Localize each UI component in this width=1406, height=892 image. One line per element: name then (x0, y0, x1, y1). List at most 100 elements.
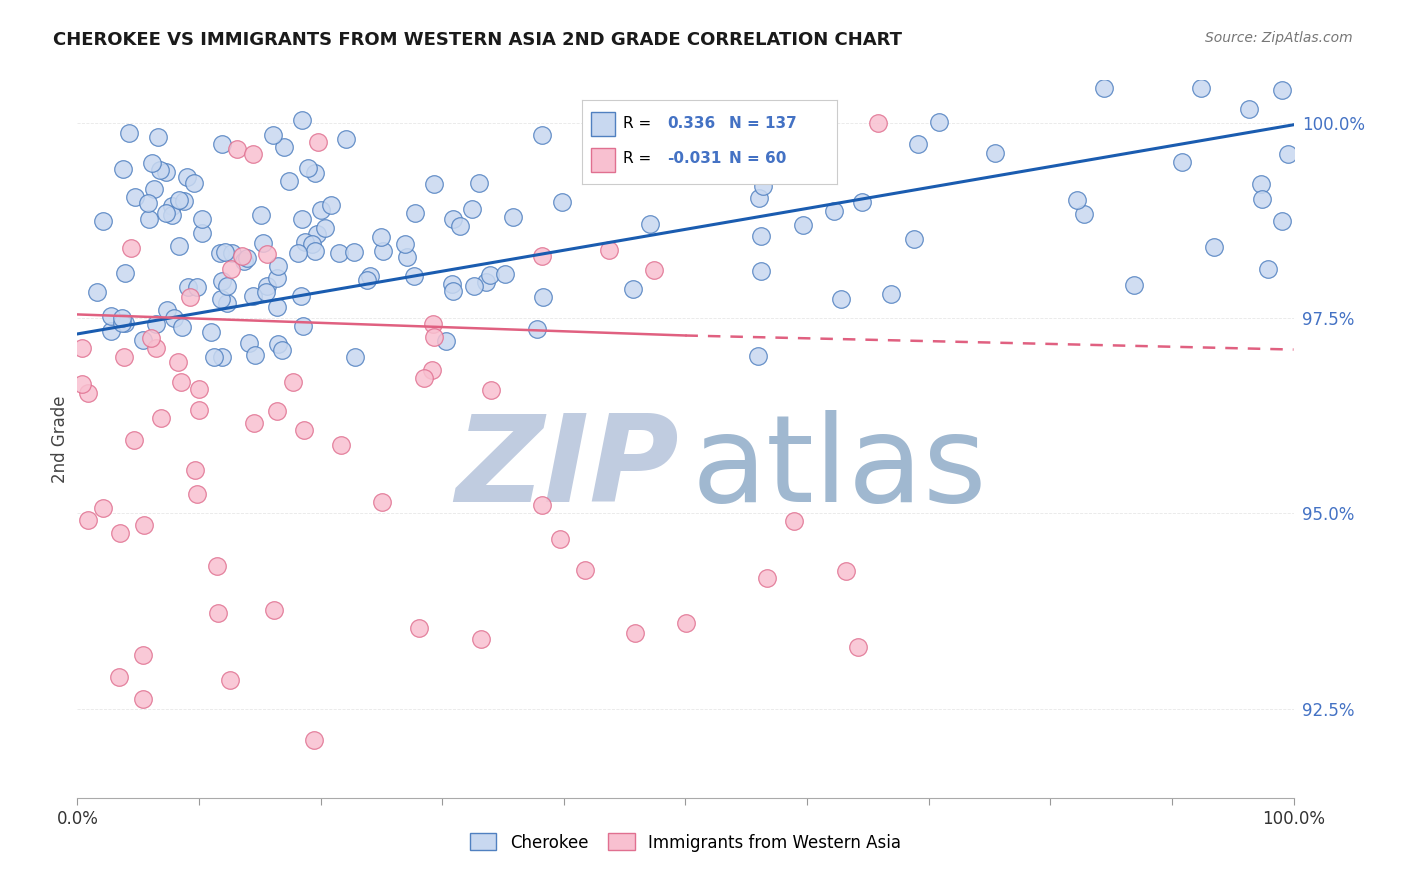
Point (124, 434, 146, 448)
Point (404, 205, 426, 219)
Point (749, 263, 772, 277)
Point (146, 130, 169, 145)
Point (308, 135, 330, 149)
Point (292, 423, 315, 437)
Point (440, 277, 463, 291)
Point (420, 363, 443, 377)
Point (373, 244, 395, 258)
Point (132, 692, 155, 706)
Point (356, 273, 378, 287)
Point (145, 318, 167, 332)
Point (183, 176, 205, 190)
Point (530, 498, 553, 512)
Point (675, 616, 697, 631)
Point (211, 351, 233, 365)
Point (526, 321, 548, 335)
Point (574, 563, 596, 577)
Point (868, 116, 890, 130)
Point (141, 155, 163, 169)
Point (903, 232, 925, 246)
Point (907, 137, 929, 152)
Point (114, 266, 136, 280)
Point (205, 558, 228, 573)
Point (100, 310, 122, 324)
Point (211, 274, 233, 288)
Point (252, 235, 274, 250)
Point (191, 226, 214, 240)
Point (107, 670, 129, 684)
Point (1073, 207, 1095, 221)
Point (211, 136, 233, 151)
Point (371, 495, 394, 509)
Point (100, 324, 122, 338)
Point (441, 212, 464, 227)
Point (149, 411, 172, 425)
Point (747, 349, 769, 363)
Point (319, 198, 342, 212)
Point (217, 296, 239, 310)
Point (256, 279, 278, 293)
Point (328, 246, 350, 260)
Point (297, 161, 319, 175)
Point (756, 571, 779, 585)
Point (132, 517, 155, 532)
Point (851, 194, 873, 209)
Point (243, 348, 266, 362)
Point (1123, 278, 1146, 293)
Point (186, 487, 208, 501)
Point (494, 268, 516, 282)
Point (273, 140, 295, 154)
Point (294, 235, 316, 249)
Point (984, 146, 1007, 161)
Point (792, 218, 814, 232)
Point (461, 202, 484, 217)
Point (330, 438, 353, 452)
Point (202, 351, 225, 365)
Point (263, 128, 285, 143)
Point (110, 525, 132, 540)
Point (479, 268, 502, 282)
Point (598, 243, 620, 257)
Point (463, 278, 485, 293)
Point (221, 246, 243, 260)
Legend: Cherokee, Immigrants from Western Asia: Cherokee, Immigrants from Western Asia (463, 827, 908, 858)
Point (830, 292, 852, 306)
Point (314, 221, 336, 235)
Point (550, 532, 572, 546)
Point (138, 212, 160, 227)
Point (343, 245, 366, 260)
Point (1202, 240, 1225, 254)
Point (256, 247, 278, 261)
Point (550, 195, 572, 210)
Point (121, 241, 143, 255)
Point (267, 337, 290, 351)
Point (301, 237, 323, 252)
Point (266, 403, 288, 417)
Point (291, 113, 314, 128)
Point (928, 114, 950, 128)
Point (111, 316, 134, 330)
Point (233, 254, 256, 268)
Point (209, 292, 232, 306)
Point (1170, 154, 1192, 169)
Point (219, 262, 242, 277)
Point (1251, 193, 1274, 207)
Point (470, 632, 492, 646)
Point (290, 289, 312, 303)
Point (231, 249, 253, 263)
Point (624, 626, 647, 640)
Point (176, 169, 198, 184)
Point (1277, 146, 1299, 161)
Point (408, 621, 430, 635)
Point (343, 351, 366, 365)
Point (423, 330, 446, 344)
Point (1237, 102, 1260, 116)
Point (167, 354, 190, 368)
Point (112, 162, 135, 177)
Point (848, 640, 870, 654)
Point (396, 250, 419, 264)
Point (502, 211, 524, 225)
Point (638, 217, 661, 231)
Point (531, 128, 554, 142)
Text: atlas: atlas (692, 409, 987, 526)
